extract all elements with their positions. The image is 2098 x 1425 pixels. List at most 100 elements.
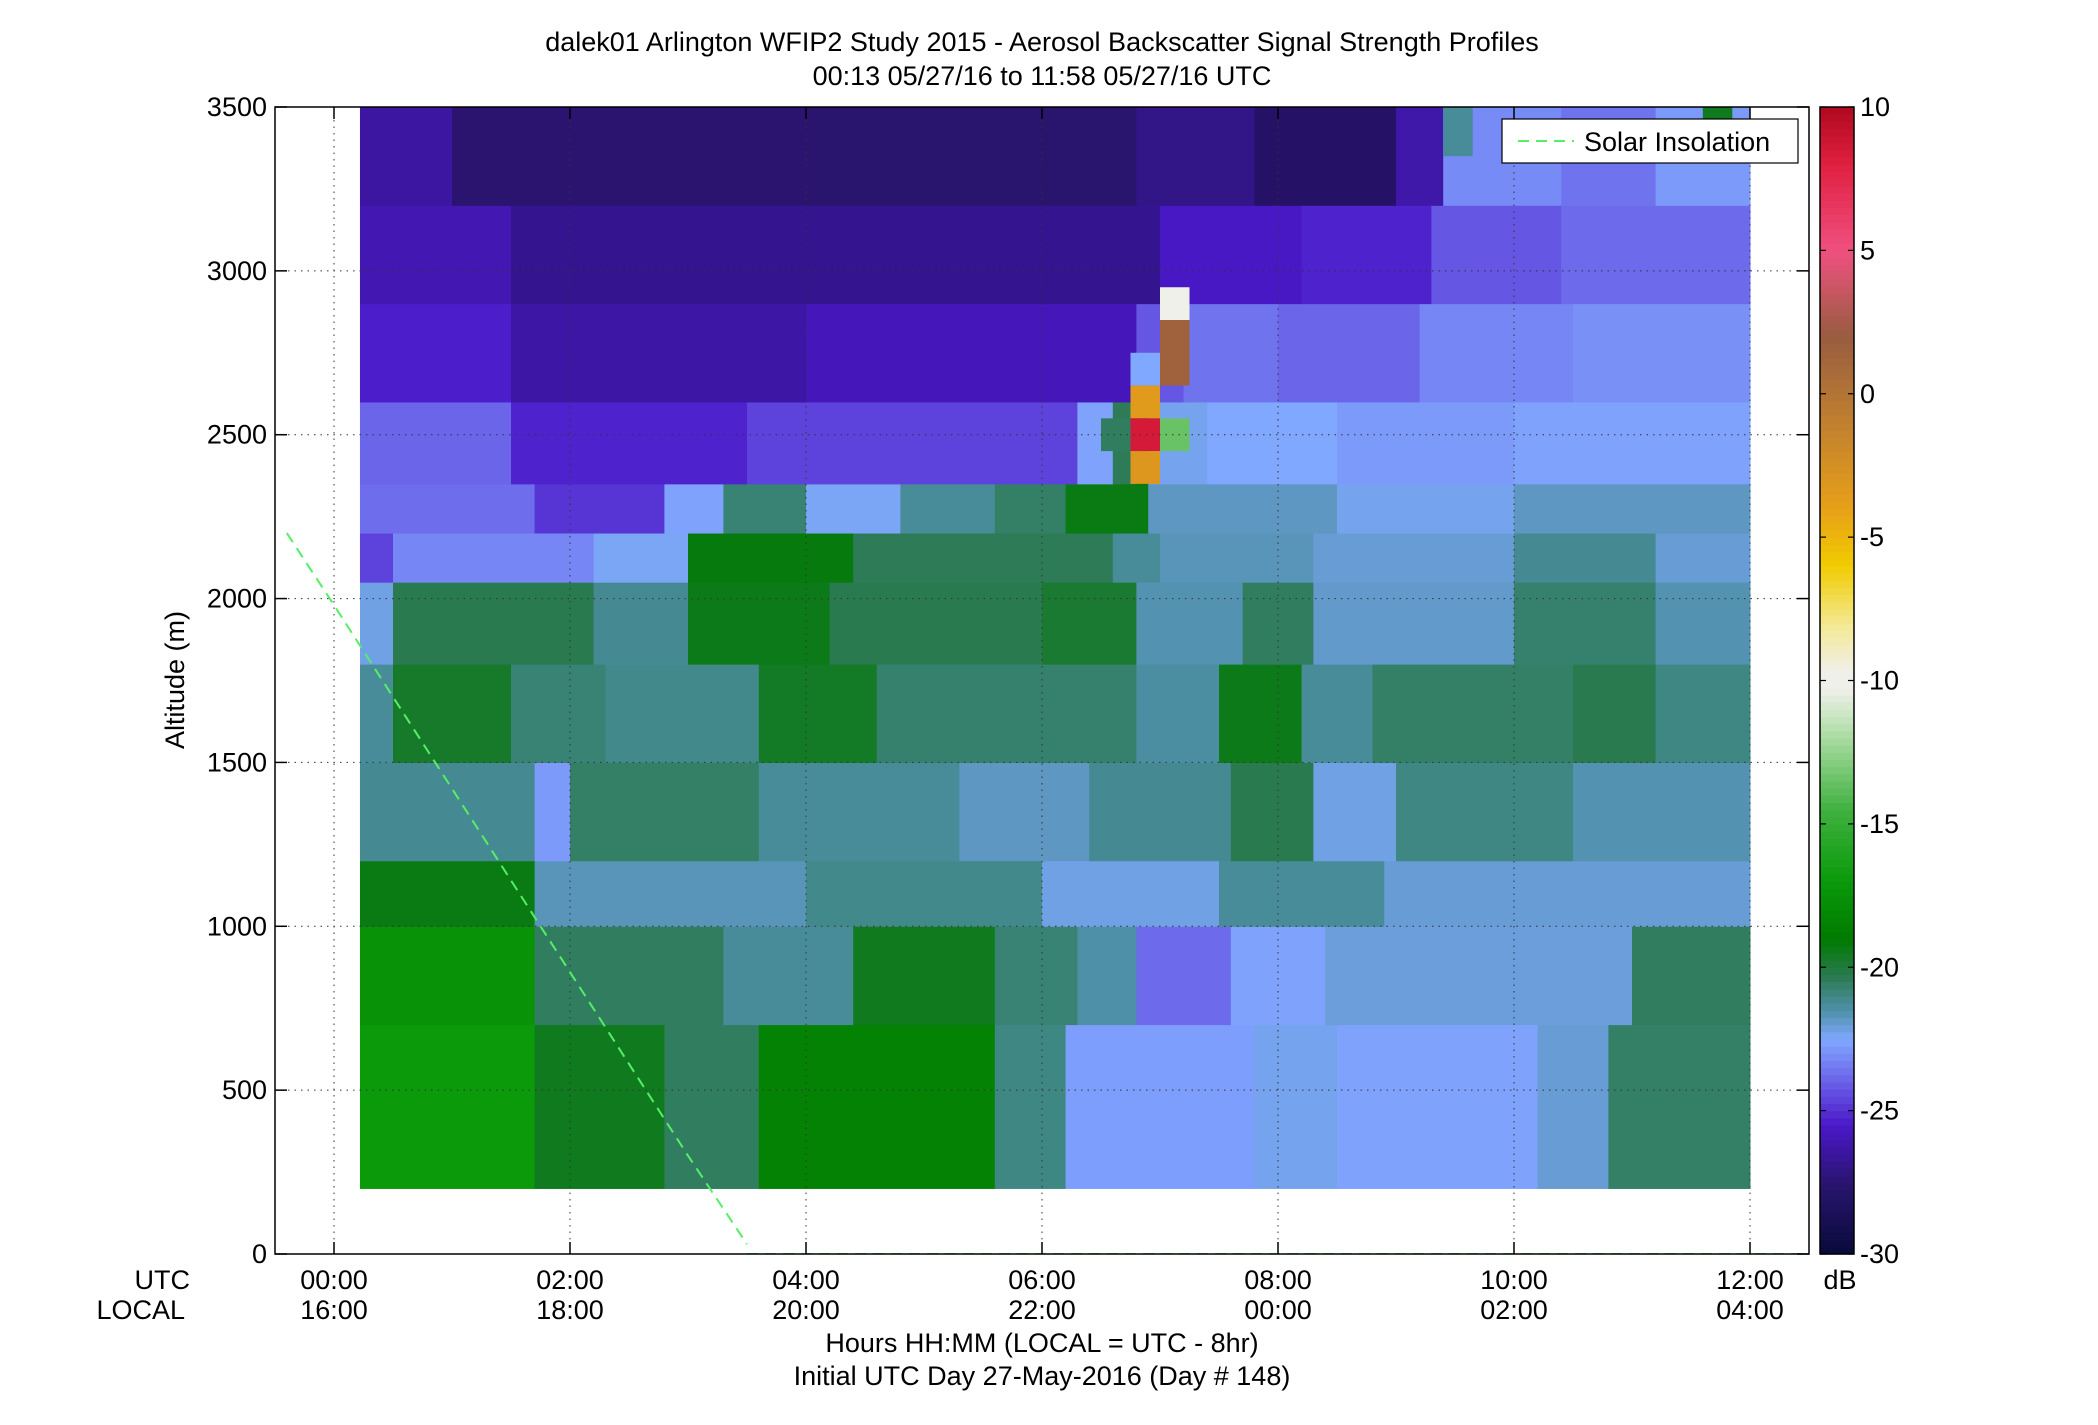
- heatmap-segment: [1313, 582, 1515, 665]
- colorbar-swatch: [1820, 694, 1854, 703]
- colorbar-swatch: [1820, 372, 1854, 381]
- colorbar-swatch: [1820, 1089, 1854, 1097]
- colorbar-swatch: [1820, 823, 1854, 832]
- colorbar-swatch: [1820, 1196, 1854, 1205]
- colorbar-swatch: [1820, 379, 1854, 388]
- colorbar-swatch: [1820, 745, 1854, 753]
- heatmap-cell: [1130, 385, 1160, 419]
- heatmap-segment: [1148, 483, 1338, 534]
- colorbar-tick-label: -15: [1860, 809, 1899, 839]
- solar-insolation-line: [285, 532, 1809, 1254]
- colorbar-swatch: [1820, 336, 1854, 345]
- colorbar-swatch: [1820, 673, 1854, 682]
- colorbar-swatch: [1820, 1081, 1854, 1090]
- colorbar-swatch: [1820, 522, 1854, 531]
- y-tick-label: 500: [222, 1075, 267, 1105]
- heatmap-segment: [853, 533, 1114, 583]
- heatmap-segment: [806, 205, 1161, 305]
- colorbar-swatch: [1820, 795, 1854, 803]
- colorbar-swatch: [1820, 859, 1854, 868]
- colorbar-swatch: [1820, 322, 1854, 330]
- heatmap-segment: [593, 533, 689, 583]
- heatmap-segment: [1313, 533, 1515, 583]
- colorbar-swatch: [1820, 1003, 1854, 1011]
- colorbar-swatch: [1820, 343, 1854, 352]
- colorbar-swatch: [1820, 917, 1854, 925]
- x-tick-label-utc: 10:00: [1480, 1265, 1548, 1295]
- heatmap-segment: [1301, 205, 1432, 305]
- colorbar: [1820, 107, 1854, 1255]
- colorbar-swatch: [1820, 279, 1854, 287]
- heatmap-segment: [1042, 860, 1220, 927]
- heatmap-segment: [1301, 664, 1373, 763]
- colorbar-swatch: [1820, 150, 1854, 158]
- colorbar-tick-label: 0: [1860, 379, 1875, 409]
- heatmap-segment: [1077, 926, 1137, 1026]
- colorbar-swatch: [1820, 286, 1854, 294]
- heatmap-segment: [1136, 107, 1255, 206]
- row-label-utc: UTC: [135, 1265, 191, 1295]
- heatmap-segment: [723, 926, 854, 1026]
- heatmap-segment: [534, 762, 571, 862]
- colorbar-swatch: [1820, 1189, 1854, 1198]
- heatmap-segment: [511, 401, 748, 485]
- heatmap-segment: [359, 107, 453, 206]
- colorbar-swatch: [1820, 1017, 1854, 1026]
- y-tick-label: 1000: [207, 911, 267, 941]
- colorbar-swatch: [1820, 773, 1854, 782]
- heatmap-segment: [393, 664, 512, 763]
- heatmap-segment: [806, 303, 1137, 403]
- colorbar-swatch: [1820, 666, 1854, 674]
- colorbar-swatch: [1820, 716, 1854, 725]
- colorbar-swatch: [1820, 408, 1854, 416]
- colorbar-swatch: [1820, 909, 1854, 918]
- heatmap-cells: [359, 107, 1751, 1189]
- heatmap-segment: [534, 483, 665, 534]
- heatmap-segment: [959, 762, 1090, 862]
- colorbar-swatch: [1820, 888, 1854, 897]
- colorbar-swatch: [1820, 852, 1854, 861]
- heatmap-segment: [1384, 860, 1751, 927]
- heatmap-segment: [359, 401, 512, 485]
- row-label-local: LOCAL: [96, 1295, 185, 1325]
- colorbar-swatch: [1820, 221, 1854, 230]
- colorbar-swatch: [1820, 494, 1854, 502]
- heatmap-segment: [1573, 762, 1751, 862]
- colorbar-swatch: [1820, 293, 1854, 302]
- heatmap-segment: [534, 860, 807, 927]
- colorbar-swatch: [1820, 866, 1854, 875]
- heatmap-segment: [1632, 926, 1751, 1026]
- colorbar-swatch: [1820, 537, 1854, 545]
- heatmap-cell: [1130, 352, 1160, 386]
- colorbar-tick-label: -10: [1860, 666, 1899, 696]
- heatmap-segment: [1278, 303, 1421, 403]
- heatmap-segment: [1537, 1024, 1609, 1189]
- colorbar-swatch: [1820, 608, 1854, 617]
- colorbar-swatch: [1820, 236, 1854, 244]
- heatmap-segment: [1112, 533, 1161, 583]
- colorbar-swatch: [1820, 1139, 1854, 1148]
- colorbar-swatch: [1820, 651, 1854, 660]
- heatmap-cell: [1160, 287, 1190, 321]
- colorbar-swatch: [1820, 615, 1854, 624]
- heatmap-segment: [1431, 205, 1562, 305]
- y-tick-label: 3500: [207, 92, 267, 122]
- heatmap-segment: [758, 762, 960, 862]
- colorbar-swatch: [1820, 1024, 1854, 1033]
- colorbar-swatch: [1820, 988, 1854, 997]
- heatmap-segment: [1230, 762, 1314, 862]
- colorbar-swatch: [1820, 1225, 1854, 1234]
- y-axis-label: Altitude (m): [160, 611, 190, 749]
- x-axis-label: Hours HH:MM (LOCAL = UTC - 8hr): [825, 1328, 1258, 1358]
- heatmap-segment: [1573, 664, 1657, 763]
- colorbar-swatch: [1820, 508, 1854, 517]
- colorbar-swatch: [1820, 874, 1854, 882]
- colorbar-swatch: [1820, 121, 1854, 130]
- y-tick-label: 1500: [207, 747, 267, 777]
- grid-lines: [275, 107, 1809, 1254]
- colorbar-swatch: [1820, 329, 1854, 337]
- heatmap-segment: [1372, 664, 1468, 763]
- colorbar-swatch: [1820, 257, 1854, 266]
- heatmap-segment: [1655, 533, 1751, 583]
- colorbar-swatch: [1820, 587, 1854, 596]
